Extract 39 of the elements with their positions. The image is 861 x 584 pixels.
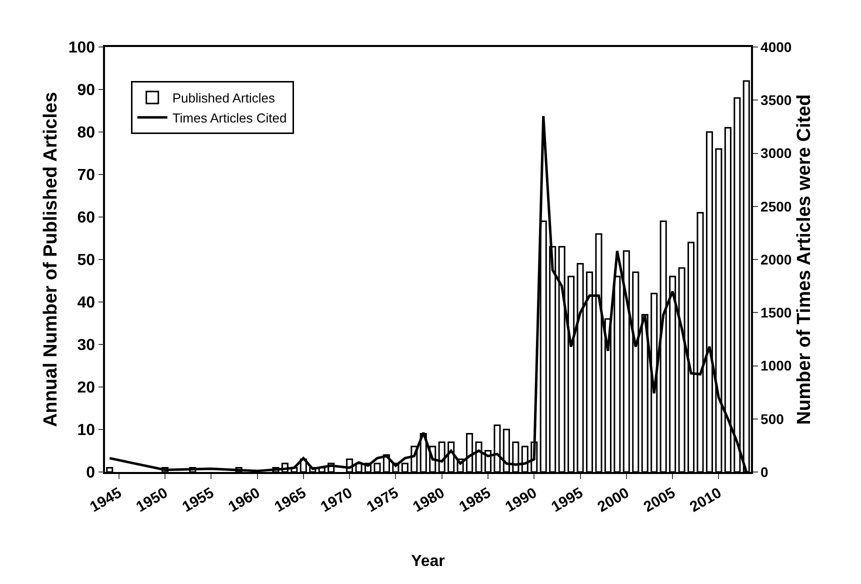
y2-tick-label: 4000 xyxy=(760,38,792,55)
x-tick-label: 1990 xyxy=(502,484,540,516)
y-tick-label: 10 xyxy=(77,422,96,440)
x-tick-label: 1975 xyxy=(364,484,402,516)
x-tick-label: 1950 xyxy=(133,484,171,516)
y2-tick-label: 2500 xyxy=(760,198,792,214)
y2-tick-label: 2000 xyxy=(760,251,792,268)
legend-label: Times Articles Cited xyxy=(172,110,287,126)
y2-axis-title: Number of Times Articles were Cited xyxy=(794,94,815,425)
y-tick-label: 60 xyxy=(77,210,96,227)
x-tick-label: 1985 xyxy=(456,484,494,516)
x-tick-label: 1945 xyxy=(87,484,125,516)
y-tick-label: 40 xyxy=(77,294,96,312)
y2-tick-label: 3000 xyxy=(760,145,792,162)
x-tick-label: 2005 xyxy=(640,484,678,516)
legend-label: Published Articles xyxy=(172,90,276,106)
y2-tick-label: 1000 xyxy=(760,358,792,374)
y-tick-label: 50 xyxy=(77,252,96,270)
x-tick-label: 2000 xyxy=(594,484,632,516)
y-axis-title: Annual Number of Published Articles xyxy=(40,92,62,428)
x-tick-label: 1960 xyxy=(226,484,264,516)
x-tick-label: 1955 xyxy=(179,484,217,516)
x-tick-label: 1980 xyxy=(410,484,448,516)
y-tick-label: 90 xyxy=(77,82,96,100)
y-tick-label: 70 xyxy=(77,167,96,184)
y-tick-label: 80 xyxy=(77,124,96,142)
y2-tick-label: 0 xyxy=(760,464,769,480)
y-tick-label: 20 xyxy=(77,380,96,397)
y-tick-label: 30 xyxy=(77,337,96,354)
x-tick-label: 2010 xyxy=(687,484,724,516)
y2-tick-label: 500 xyxy=(760,410,784,427)
y-tick-label: 0 xyxy=(86,464,96,482)
x-tick-label: 1965 xyxy=(272,484,310,516)
x-tick-label: 1995 xyxy=(548,484,586,516)
y2-tick-label: 1500 xyxy=(760,304,792,321)
y2-tick-label: 3500 xyxy=(760,92,792,108)
x-tick-label: 1970 xyxy=(318,484,356,516)
y-tick-label: 100 xyxy=(68,40,96,57)
x-axis-title: Year xyxy=(411,553,445,570)
